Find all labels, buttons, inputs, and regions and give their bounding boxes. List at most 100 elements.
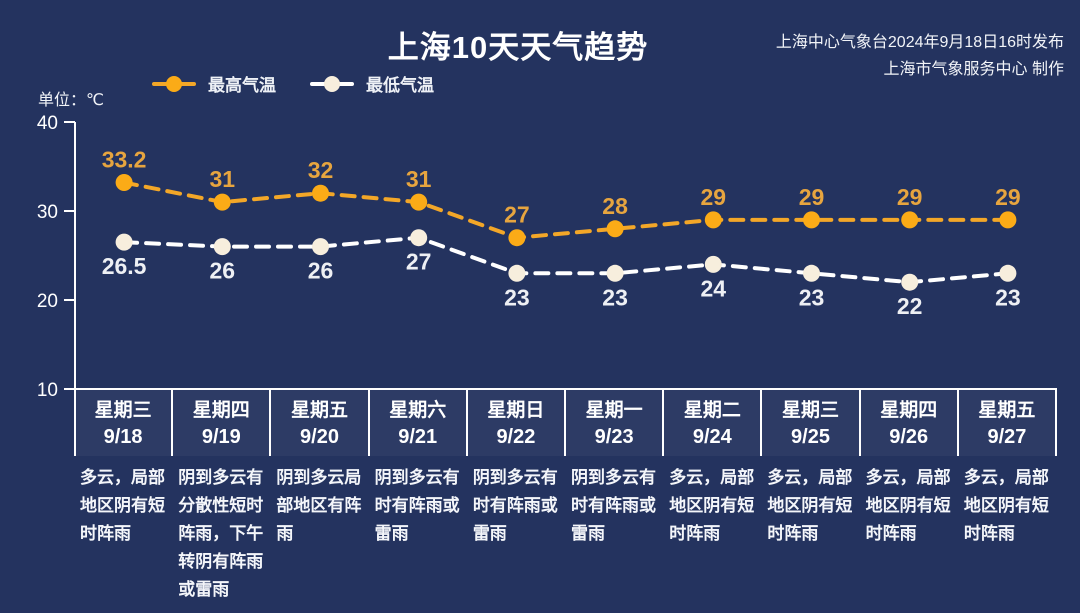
low-temp-value-label: 23 — [602, 284, 628, 310]
low-temp-marker-icon — [310, 75, 354, 93]
day-column-header: 星期四 9/26 — [860, 390, 959, 456]
weekday-label: 星期三 — [782, 400, 840, 421]
forecast-row: 多云，局部地区阴有短时阵雨 阴到多云有分散性短时阵雨，下午转阴有阵雨或雷雨 阴到… — [75, 462, 1057, 604]
low-temp-point — [508, 264, 526, 282]
low-temp-value-label: 23 — [504, 284, 530, 310]
forecast-text: 阴到多云有时有阵雨或雷雨 — [374, 468, 460, 543]
low-temp-point — [704, 255, 722, 273]
day-column-header: 星期二 9/24 — [664, 390, 763, 456]
day-column-header: 星期三 9/25 — [762, 390, 861, 456]
high-temp-value-label: 27 — [504, 202, 530, 228]
day-column-header: 星期四 9/19 — [173, 390, 272, 456]
high-temp-point — [803, 211, 820, 229]
high-temp-value-label: 29 — [799, 184, 825, 210]
date-label: 9/22 — [496, 426, 536, 448]
low-temp-value-label: 23 — [995, 284, 1021, 310]
high-temp-value-label: 29 — [701, 184, 727, 210]
forecast-text: 阴到多云局部地区有阵雨 — [276, 468, 362, 543]
y-axis-tick-label: 40 — [37, 113, 58, 134]
low-temp-point — [312, 238, 329, 256]
low-temp-value-label: 22 — [897, 293, 923, 319]
high-temp-value-label: 31 — [210, 166, 236, 192]
weekday-label: 星期日 — [487, 400, 545, 421]
publisher-line-2: 上海市气象服务中心 制作 — [883, 61, 1064, 78]
low-temp-line — [122, 235, 1010, 285]
forecast-text: 多云，局部地区阴有短时阵雨 — [963, 468, 1049, 543]
weekday-label: 星期四 — [880, 400, 938, 421]
weekday-label: 星期一 — [585, 400, 643, 421]
low-temp-value-label: 23 — [799, 284, 825, 310]
forecast-text: 多云，局部地区阴有短时阵雨 — [80, 468, 165, 543]
day-column-header: 星期五 9/20 — [271, 390, 370, 456]
day-column-header: 星期五 9/27 — [958, 390, 1058, 456]
y-axis-tick-label: 20 — [37, 291, 58, 312]
low-temp-value-label: 24 — [701, 275, 727, 301]
forecast-text: 多云，局部地区阴有短时阵雨 — [865, 468, 951, 543]
low-temp-value-label: 26 — [308, 258, 334, 284]
date-label: 9/20 — [300, 426, 339, 448]
high-temp-point — [312, 184, 329, 202]
legend-label-high-temp: 最高气温 — [208, 76, 276, 95]
low-temp-value-label: 26.5 — [102, 253, 147, 279]
high-temp-point — [410, 193, 428, 211]
chart-legend: 最高气温 最低气温 — [152, 71, 434, 96]
date-label: 9/25 — [791, 426, 830, 448]
high-temp-point — [508, 229, 526, 247]
high-temp-point — [115, 174, 133, 192]
forecast-text: 多云，局部地区阴有短时阵雨 — [767, 468, 853, 543]
date-label: 9/26 — [889, 426, 929, 448]
weekday-label: 星期五 — [291, 400, 349, 421]
high-temp-point — [901, 211, 919, 229]
forecast-text: 多云，局部地区阴有短时阵雨 — [669, 468, 755, 543]
day-header-row: 星期三 9/18 星期四 9/19 星期五 9/20 星期六 9/21 星期日 … — [75, 388, 1058, 456]
weekday-label: 星期三 — [94, 400, 152, 421]
weekday-label: 星期六 — [389, 400, 447, 421]
date-label: 9/21 — [398, 426, 438, 448]
high-temp-value-label: 33.2 — [102, 147, 147, 173]
high-temp-marker-icon — [152, 75, 196, 93]
forecast-text: 阴到多云有分散性短时阵雨，下午转阴有阵雨或雷雨 — [178, 468, 264, 599]
high-temp-point — [704, 211, 722, 229]
low-temp-point — [410, 229, 428, 247]
forecast-text: 阴到多云有时有阵雨或雷雨 — [472, 468, 558, 543]
weekday-label: 星期五 — [978, 400, 1036, 421]
high-temp-point — [213, 193, 231, 211]
publisher-info: 上海中心气象台2024年9月18日16时发布 上海市气象服务中心 制作 — [776, 29, 1064, 83]
date-label: 9/18 — [103, 426, 143, 448]
high-temp-point — [999, 211, 1017, 229]
day-column-header: 星期日 9/22 — [467, 390, 567, 456]
day-column-header: 星期三 9/18 — [75, 390, 174, 456]
weekday-label: 星期二 — [683, 400, 741, 421]
high-temp-value-label: 28 — [602, 193, 628, 219]
unit-label: 单位：℃ — [38, 92, 104, 109]
low-temp-point — [115, 233, 133, 251]
low-temp-point — [999, 264, 1017, 282]
low-temp-value-label: 27 — [406, 249, 432, 275]
date-label: 9/24 — [692, 426, 732, 448]
low-temp-point — [213, 238, 231, 256]
low-temp-point — [901, 273, 919, 291]
legend-item-low-temp: 最低气温 — [310, 71, 434, 96]
high-temp-point — [606, 220, 624, 238]
low-temp-point — [606, 264, 624, 282]
high-temp-value-label: 29 — [995, 184, 1021, 210]
date-label: 9/23 — [594, 426, 634, 448]
legend-item-high-temp: 最高气温 — [152, 71, 276, 96]
date-label: 9/19 — [201, 426, 241, 448]
y-axis-tick-label: 30 — [37, 202, 58, 223]
legend-label-low-temp: 最低气温 — [366, 76, 434, 95]
day-column-header: 星期六 9/21 — [369, 390, 468, 456]
temperature-trend-chart: 40 30 20 10 33.2 31 32 31 27 28 29 29 29 29 26.5 26 26 27… — [37, 113, 1021, 456]
high-temp-value-label: 32 — [308, 157, 334, 183]
date-label: 9/27 — [987, 426, 1027, 448]
page-title: 上海10天天气趋势 — [387, 30, 649, 65]
high-temp-value-label: 29 — [897, 184, 923, 210]
day-column-header: 星期一 9/23 — [566, 390, 665, 456]
high-temp-line — [122, 180, 1010, 240]
weekday-label: 星期四 — [192, 400, 250, 421]
high-temp-value-label: 31 — [406, 166, 432, 192]
low-temp-value-label: 26 — [210, 258, 236, 284]
y-axis-tick-label: 10 — [37, 380, 58, 401]
forecast-text: 阴到多云有时有阵雨或雷雨 — [571, 468, 657, 543]
publisher-line-1: 上海中心气象台2024年9月18日16时发布 — [775, 34, 1064, 51]
